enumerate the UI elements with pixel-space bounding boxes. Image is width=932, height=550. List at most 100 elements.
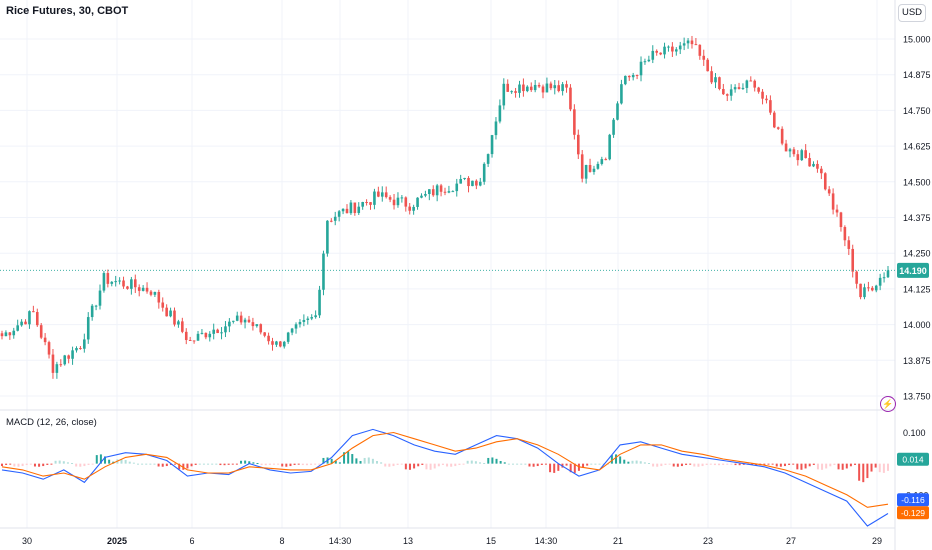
candle-body — [71, 350, 74, 359]
macd-histogram-bar — [503, 462, 506, 464]
macd-histogram-bar — [586, 463, 589, 466]
macd-histogram-bar — [553, 463, 556, 473]
macd-histogram-bar — [318, 463, 321, 465]
macd-histogram-bar — [371, 458, 374, 464]
candle-body — [773, 112, 776, 128]
candle-body — [847, 240, 851, 249]
macd-histogram-bar — [363, 457, 366, 464]
macd-histogram-bar — [582, 463, 585, 468]
macd-histogram-bar — [693, 463, 696, 467]
macd-histogram-bar — [466, 460, 469, 464]
candle-body — [686, 40, 690, 44]
macd-histogram-bar — [376, 461, 379, 464]
candle-body — [373, 191, 376, 205]
macd-histogram-bar — [310, 463, 313, 465]
macd-histogram-bar — [429, 463, 432, 470]
macd-histogram-bar — [672, 463, 675, 467]
macd-histogram-bar — [668, 463, 671, 465]
macd-histogram-bar — [157, 463, 160, 467]
lightning-bolt-icon[interactable]: ⚡ — [880, 396, 896, 412]
candle-body — [275, 341, 278, 345]
candle-body — [486, 154, 490, 164]
candle-body — [388, 197, 392, 200]
candle-body — [145, 287, 149, 292]
last-price-badge — [897, 262, 929, 278]
macd-histogram-bar — [882, 463, 885, 473]
candle-body — [780, 128, 784, 144]
candle-body — [330, 220, 333, 222]
candle-body — [341, 208, 345, 212]
candle-body — [800, 150, 804, 161]
candle-body — [43, 337, 47, 343]
macd-histogram-bar — [713, 463, 716, 466]
macd-histogram-bar — [680, 463, 683, 467]
candle-body — [467, 177, 470, 187]
candle-body — [678, 45, 682, 50]
macd-histogram-bar — [388, 463, 391, 467]
macd-histogram-bar — [536, 463, 539, 467]
candle-body — [98, 290, 102, 306]
macd-histogram-bar — [705, 463, 708, 465]
price-tick-label: 14.750 — [903, 106, 931, 116]
candle-body — [561, 84, 564, 92]
candle-body — [169, 310, 172, 317]
macd-histogram-bar — [495, 458, 498, 464]
candle-body — [228, 321, 231, 327]
time-tick-label: 27 — [786, 536, 796, 546]
macd-histogram-bar — [788, 463, 791, 465]
macd-histogram-bar — [771, 463, 774, 465]
candle-body — [722, 88, 725, 95]
macd-histogram-bar — [108, 459, 111, 464]
macd-histogram-bar — [487, 457, 490, 464]
macd-histogram-bar — [268, 463, 271, 465]
macd-histogram-bar — [33, 463, 36, 467]
candle-body — [804, 150, 807, 159]
price-tick-label: 13.750 — [903, 392, 931, 402]
candle-body — [59, 364, 63, 366]
macd-histogram-bar — [277, 463, 280, 465]
candle-body — [259, 324, 263, 333]
macd-histogram-bar — [392, 463, 395, 467]
candle-body — [494, 121, 498, 136]
candle-body — [55, 364, 59, 373]
macd-histogram-bar — [29, 463, 32, 465]
candle-body — [47, 342, 51, 355]
macd-histogram-bar — [66, 462, 69, 464]
candle-body — [337, 211, 341, 217]
macd-histogram-bar — [845, 463, 848, 469]
candle-body — [859, 283, 862, 298]
candle-body — [165, 307, 168, 317]
candle-body — [784, 143, 788, 152]
macd-histogram-bar — [874, 463, 877, 468]
candle-body — [439, 185, 443, 192]
macd-histogram-bar — [408, 463, 411, 470]
macd-histogram-bar — [211, 463, 214, 465]
candle-body — [357, 206, 361, 213]
candle-body — [353, 202, 357, 213]
macd-histogram-bar — [660, 463, 663, 467]
candle-body — [569, 87, 572, 110]
candle-body — [75, 348, 78, 351]
macd-histogram-bar — [182, 463, 185, 470]
candle-body — [130, 279, 133, 289]
candle-body — [51, 354, 55, 373]
macd-histogram-bar — [252, 462, 255, 464]
macd-histogram-bar — [734, 463, 737, 466]
macd-histogram-bar — [367, 457, 370, 464]
candle-body — [855, 271, 858, 284]
macd-histogram-bar — [491, 457, 494, 464]
currency-button[interactable]: USD — [898, 4, 926, 22]
candle-body — [671, 46, 674, 52]
macd-histogram-bar — [470, 460, 473, 464]
candle-body — [592, 168, 596, 172]
macd-histogram-bar — [619, 456, 622, 464]
candle-body — [106, 273, 110, 284]
macd-histogram-bar — [557, 463, 560, 471]
macd-histogram-bar — [355, 458, 358, 464]
candle-body — [741, 87, 745, 89]
macd-line — [1, 428, 889, 527]
candle-body — [118, 280, 121, 282]
macd-histogram-bar — [347, 451, 350, 464]
candle-body — [761, 91, 764, 99]
